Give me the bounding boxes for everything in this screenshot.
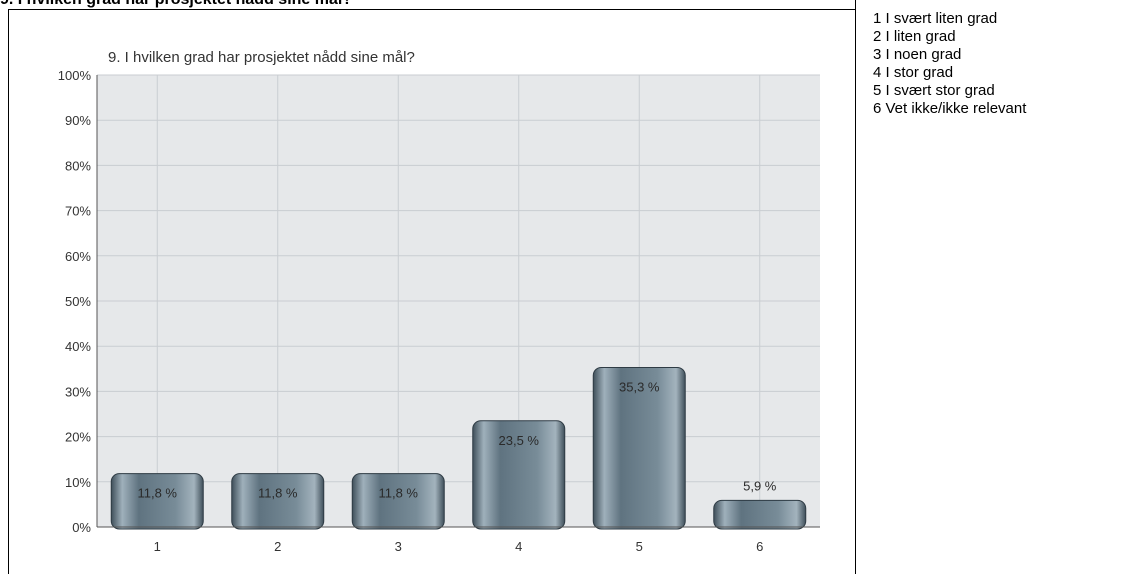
x-tick-label: 5 xyxy=(636,539,643,554)
bar xyxy=(713,499,807,530)
y-tick-label: 90% xyxy=(65,113,91,128)
bar-chart: 9. I hvilken grad har prosjektet nådd si… xyxy=(58,49,820,554)
data-label: 11,8 % xyxy=(378,486,418,501)
legend-item-6: 6 Vet ikke/ikke relevant xyxy=(873,100,1027,117)
frame-rule-left xyxy=(8,9,9,574)
frame-rule-top xyxy=(8,9,856,10)
y-tick-label: 70% xyxy=(65,204,91,219)
x-tick-label: 6 xyxy=(756,539,763,554)
y-tick-label: 30% xyxy=(65,384,91,399)
y-tick-label: 50% xyxy=(65,294,91,309)
x-tick-label: 1 xyxy=(154,539,161,554)
legend-item-3: 3 I noen grad xyxy=(873,46,962,63)
x-tick-label: 2 xyxy=(274,539,281,554)
cutoff-heading: 9. I hvilken grad har prosjektet nådd si… xyxy=(0,0,352,9)
legend-item-1: 1 I svært liten grad xyxy=(873,10,998,27)
x-tick-label: 4 xyxy=(515,539,522,554)
y-tick-label: 20% xyxy=(65,430,91,445)
y-tick-label: 0% xyxy=(72,520,91,535)
frame-rule-middle xyxy=(855,0,856,574)
y-tick-label: 10% xyxy=(65,475,91,490)
bar xyxy=(592,366,686,530)
y-tick-label: 80% xyxy=(65,158,91,173)
data-label: 11,8 % xyxy=(258,486,298,501)
legend-list: 1 I svært liten grad 2 I liten grad 3 I … xyxy=(873,10,1026,118)
bar xyxy=(231,473,325,530)
x-tick-label: 3 xyxy=(395,539,402,554)
y-tick-label: 40% xyxy=(65,339,91,354)
data-label: 23,5 % xyxy=(499,433,540,448)
y-tick-label: 60% xyxy=(65,249,91,264)
bar xyxy=(472,420,566,530)
legend-item-4: 4 I stor grad xyxy=(873,64,954,81)
data-label: 11,8 % xyxy=(137,486,177,501)
plot-area: 0% 10% 20% 30% 40% 50% 60% 70% 80% 90% 100% 11,8 % 1… xyxy=(58,68,820,554)
data-label: 5,9 % xyxy=(743,478,777,493)
y-tick-label: 100% xyxy=(58,68,92,83)
data-label: 35,3 % xyxy=(619,379,660,394)
bar xyxy=(351,473,445,530)
chart-title: 9. I hvilken grad har prosjektet nådd si… xyxy=(108,49,415,66)
bar xyxy=(110,473,204,530)
legend-item-5: 5 I svært stor grad xyxy=(873,82,995,99)
legend-item-2: 2 I liten grad xyxy=(873,28,956,45)
